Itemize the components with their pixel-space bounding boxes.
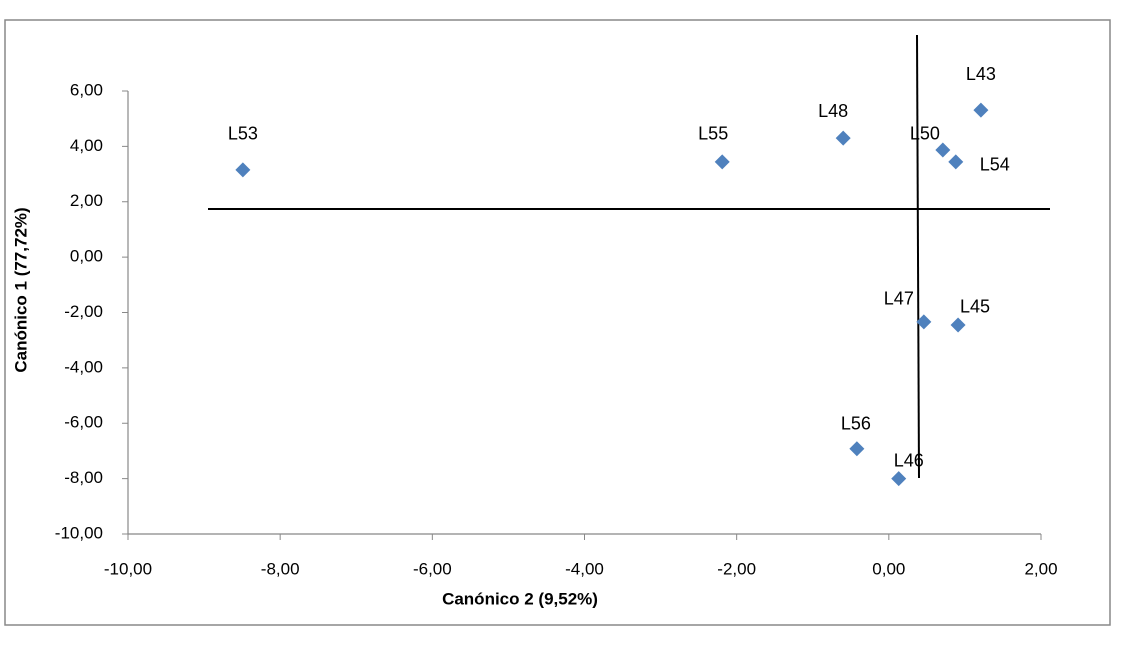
y-tick-label: -10,00 xyxy=(55,523,103,542)
x-tick-label: 2,00 xyxy=(1024,559,1057,578)
y-tick-label: -4,00 xyxy=(64,357,103,376)
y-tick-label: -6,00 xyxy=(64,413,103,432)
x-tick-label: -4,00 xyxy=(565,559,604,578)
point-label: L43 xyxy=(966,64,996,84)
point-label: L45 xyxy=(960,297,990,317)
point xyxy=(835,130,851,146)
y-axis-label: Canónico 1 (77,72%) xyxy=(11,207,30,372)
point-label: L55 xyxy=(698,124,728,144)
point-label: L46 xyxy=(894,450,924,470)
point xyxy=(950,317,966,333)
y-tick-label: 0,00 xyxy=(70,247,103,266)
point xyxy=(891,471,907,487)
x-tick-label: 0,00 xyxy=(872,559,905,578)
point-label: L48 xyxy=(818,101,848,121)
point xyxy=(235,162,251,178)
point-label: L47 xyxy=(884,289,914,309)
x-axis-label: Canónico 2 (9,52%) xyxy=(442,589,598,608)
point xyxy=(849,441,865,457)
point xyxy=(714,154,730,170)
point xyxy=(916,314,932,330)
point-label: L56 xyxy=(841,413,871,433)
x-tick-label: -8,00 xyxy=(261,559,300,578)
y-tick-label: 6,00 xyxy=(70,80,103,99)
y-tick-label: 4,00 xyxy=(70,136,103,155)
point xyxy=(973,102,989,118)
point-label: L54 xyxy=(980,155,1010,175)
x-tick-label: -2,00 xyxy=(717,559,756,578)
x-tick-label: -10,00 xyxy=(104,559,152,578)
point-label: L50 xyxy=(910,124,940,144)
point xyxy=(935,142,951,158)
y-tick-label: -2,00 xyxy=(64,302,103,321)
y-tick-label: -8,00 xyxy=(64,468,103,487)
reference-line xyxy=(916,34,920,479)
y-tick-label: 2,00 xyxy=(70,191,103,210)
x-tick-label: -6,00 xyxy=(413,559,452,578)
point xyxy=(948,154,964,170)
point-label: L53 xyxy=(228,124,258,144)
